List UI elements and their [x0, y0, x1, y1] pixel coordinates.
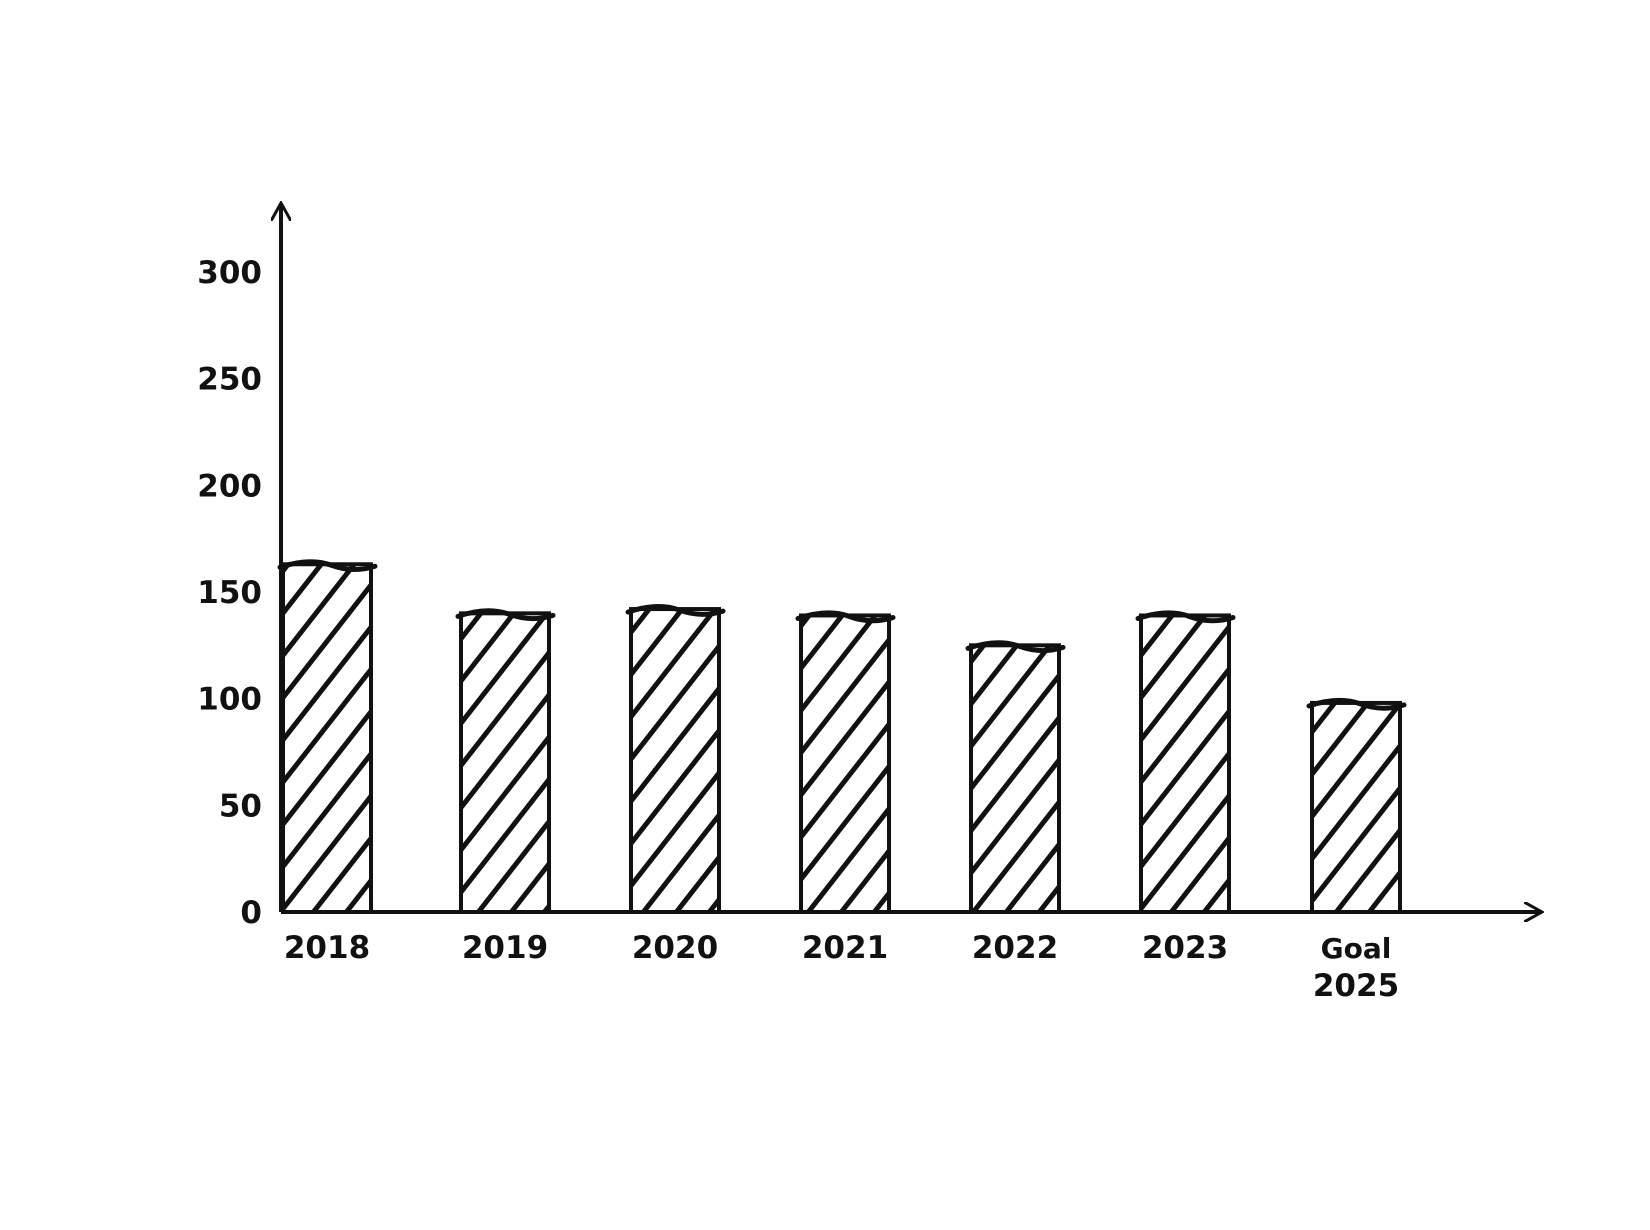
bar-hatch-fill	[1312, 702, 1400, 912]
bar-hatch-fill	[971, 645, 1059, 912]
x-tick-label-line: 2023	[1142, 930, 1228, 966]
bar-2021	[795, 610, 896, 914]
bar-2020	[625, 604, 726, 914]
x-tick-label: Goal 2025	[1313, 932, 1399, 1004]
x-tick-label-line: 2020	[632, 930, 718, 966]
x-tick-label-line: 2025	[1313, 968, 1399, 1004]
bar-hatch-fill	[631, 609, 719, 912]
x-tick-label: 2018	[284, 930, 370, 966]
bar-top-scribble	[1306, 697, 1407, 711]
bar-hatch-fill	[283, 564, 371, 912]
y-tick-label: 150	[197, 575, 262, 611]
bar-top-scribble	[1135, 610, 1236, 624]
y-tick-label: 300	[197, 255, 262, 291]
bar-2023	[1135, 610, 1236, 914]
bar-top-scribble	[277, 559, 378, 573]
bar-hatch-fill	[461, 613, 549, 912]
x-tick-label-line: 2018	[284, 930, 370, 966]
y-tick-label: 0	[240, 895, 262, 931]
bar-top-scribble	[965, 640, 1066, 654]
x-tick-label: 2020	[632, 930, 718, 966]
x-tick-label-line: Goal	[1321, 932, 1392, 965]
y-tick-labels: 0 50 100 150 200 250 300	[197, 255, 262, 931]
bar-top-scribble	[455, 608, 556, 622]
y-tick-label: 100	[197, 682, 262, 718]
axes-layer	[281, 205, 1540, 912]
bar-top-scribble	[795, 610, 896, 624]
bars-layer	[277, 559, 1407, 915]
bar-2018	[277, 559, 378, 914]
x-tick-label-line: 2022	[972, 930, 1058, 966]
x-tick-label: 2019	[462, 930, 548, 966]
y-tick-label: 200	[197, 468, 262, 504]
bar-top-scribble	[625, 604, 726, 617]
x-tick-label-line: 2021	[802, 930, 888, 966]
bar-hatch-fill	[801, 615, 889, 912]
bar-2019	[455, 608, 556, 914]
bar-hatch-fill	[1141, 615, 1229, 912]
x-tick-label-line: 2019	[462, 930, 548, 966]
x-tick-label: 2022	[972, 930, 1058, 966]
bar-2022	[965, 640, 1066, 914]
x-tick-label: 2023	[1142, 930, 1228, 966]
y-tick-label: 250	[197, 362, 262, 398]
bar-goal-2025	[1306, 697, 1407, 915]
x-tick-label: 2021	[802, 930, 888, 966]
y-tick-label: 50	[219, 788, 262, 824]
x-tick-labels: 2018 2019 2020 2021 2022 2023 Goal 2025	[284, 930, 1399, 1004]
